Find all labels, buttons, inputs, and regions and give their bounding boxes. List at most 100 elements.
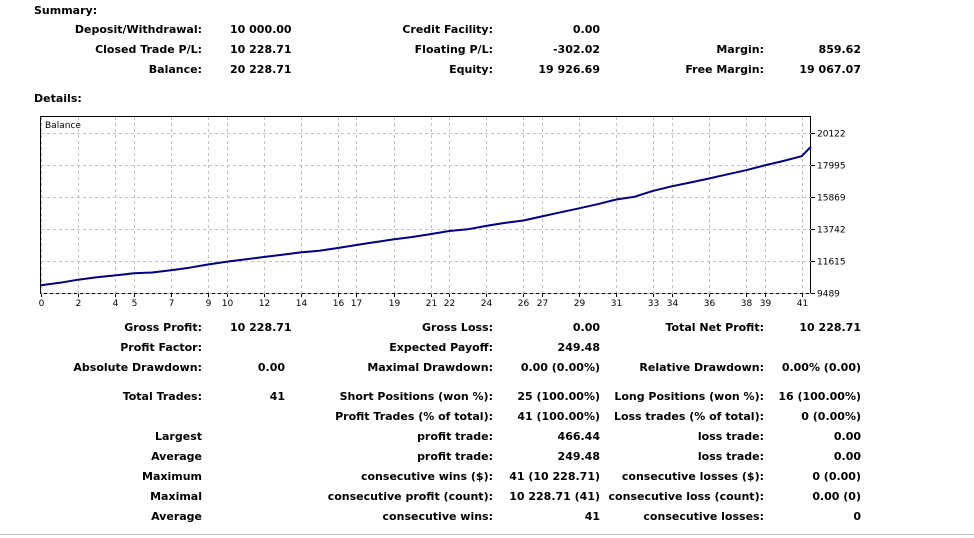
- x-tick-label: 31: [611, 299, 622, 309]
- y-tick-label: 17995: [817, 162, 846, 172]
- total-trades-value: 41: [269, 390, 285, 403]
- long-positions-value: 16 (100.00%): [778, 390, 861, 403]
- absolute-drawdown-value: 0.00: [257, 361, 285, 374]
- deposit-label: Deposit/Withdrawal:: [74, 23, 202, 36]
- x-tick-label: 10: [222, 299, 234, 309]
- x-tick-label: 7: [169, 299, 175, 309]
- gross-profit-label: Gross Profit:: [124, 321, 202, 334]
- credit-value: 0.00: [572, 23, 600, 36]
- credit-label: Credit Facility:: [402, 23, 493, 36]
- maximal-consecutive-profit-value: 10 228.71 (41): [509, 490, 600, 503]
- x-tick-label: 5: [132, 299, 138, 309]
- balance-series-line: [40, 145, 812, 287]
- max-consecutive-wins-value: 41 (10 228.71): [509, 470, 600, 483]
- free-margin-label: Free Margin:: [685, 63, 764, 76]
- gross-loss-value: 0.00: [572, 321, 600, 334]
- total-net-profit-value: 10 228.71: [799, 321, 861, 334]
- maximal-consecutive-loss-label: consecutive loss (count):: [608, 490, 764, 503]
- x-tick-label: 27: [537, 299, 548, 309]
- balance-chart: [40, 116, 811, 294]
- x-tick-label: 24: [481, 299, 493, 309]
- relative-drawdown-value: 0.00% (0.00): [781, 361, 861, 374]
- x-tick-label: 2: [76, 299, 82, 309]
- max-consecutive-losses-value: 0 (0.00): [812, 470, 861, 483]
- largest-loss-value: 0.00: [833, 430, 861, 443]
- summary-heading: Summary:: [34, 4, 98, 17]
- average-profit-value: 249.48: [557, 450, 600, 463]
- maximal-consecutive-profit-label: consecutive profit (count):: [327, 490, 493, 503]
- avg-consecutive-losses-value: 0: [853, 510, 861, 523]
- gross-loss-label: Gross Loss:: [422, 321, 493, 334]
- y-tick-label: 15869: [817, 194, 846, 204]
- x-tick-label: 38: [741, 299, 753, 309]
- x-tick-label: 41: [797, 299, 808, 309]
- x-tick-label: 16: [333, 299, 345, 309]
- x-tick-label: 19: [389, 299, 401, 309]
- free-margin-value: 19 067.07: [799, 63, 861, 76]
- x-tick-label: 4: [113, 299, 119, 309]
- avg-consecutive-wins-value: 41: [584, 510, 600, 523]
- y-tick-label: 13742: [817, 226, 846, 236]
- largest-profit-label: profit trade:: [417, 430, 493, 443]
- maximal-consecutive-loss-value: 0.00 (0): [812, 490, 861, 503]
- total-net-profit-label: Total Net Profit:: [665, 321, 765, 334]
- largest-label: Largest: [155, 430, 202, 443]
- closed-pl-label: Closed Trade P/L:: [95, 43, 202, 56]
- floating-label: Floating P/L:: [414, 43, 493, 56]
- x-tick-label: 39: [760, 299, 772, 309]
- x-tick-label: 29: [574, 299, 586, 309]
- margin-value: 859.62: [818, 43, 861, 56]
- average-loss-label: loss trade:: [697, 450, 764, 463]
- avg-consecutive-losses-label: consecutive losses:: [643, 510, 764, 523]
- details-heading: Details:: [34, 92, 82, 105]
- chart-title: Balance: [45, 121, 81, 131]
- average-profit-label: profit trade:: [417, 450, 493, 463]
- largest-loss-label: loss trade:: [697, 430, 764, 443]
- y-tick-label: 11615: [817, 258, 846, 268]
- x-tick-label: 34: [667, 299, 679, 309]
- x-tick-label: 26: [518, 299, 530, 309]
- total-trades-label: Total Trades:: [122, 390, 202, 403]
- average-loss-value: 0.00: [833, 450, 861, 463]
- max-consecutive-wins-label: consecutive wins ($):: [360, 470, 493, 483]
- x-tick-label: 12: [259, 299, 270, 309]
- profit-factor-label: Profit Factor:: [120, 341, 202, 354]
- x-tick-label: 22: [444, 299, 455, 309]
- y-tick-label: 20122: [817, 130, 846, 140]
- short-positions-label: Short Positions (won %):: [339, 390, 493, 403]
- short-positions-value: 25 (100.00%): [517, 390, 600, 403]
- floating-value: -302.02: [552, 43, 600, 56]
- equity-label: Equity:: [449, 63, 493, 76]
- largest-profit-value: 466.44: [557, 430, 600, 443]
- max-consecutive-losses-label: consecutive losses ($):: [621, 470, 764, 483]
- expected-payoff-label: Expected Payoff:: [389, 341, 493, 354]
- x-tick-label: 14: [296, 299, 308, 309]
- relative-drawdown-label: Relative Drawdown:: [639, 361, 764, 374]
- gross-profit-value: 10 228.71: [230, 321, 292, 334]
- balance-chart-svg: 0 2 4 5 7 9 10 12 14 16 17 19 21 22 24 26 27 29 31 33 34 36 38…: [39, 117, 846, 309]
- expected-payoff-value: 249.48: [557, 341, 600, 354]
- maximal-drawdown-label: Maximal Drawdown:: [367, 361, 493, 374]
- average-label: Average: [151, 450, 202, 463]
- profit-trades-label: Profit Trades (% of total):: [335, 410, 493, 423]
- equity-value: 19 926.69: [538, 63, 600, 76]
- balance-value: 20 228.71: [230, 63, 292, 76]
- maximum-label: Maximum: [142, 470, 202, 483]
- x-tick-label: 33: [648, 299, 659, 309]
- x-tick-label: 9: [206, 299, 212, 309]
- loss-trades-value: 0 (0.00%): [801, 410, 861, 423]
- avg-consecutive-wins-label: consecutive wins:: [382, 510, 493, 523]
- closed-pl-value: 10 228.71: [230, 43, 292, 56]
- margin-label: Margin:: [716, 43, 764, 56]
- balance-label: Balance:: [148, 63, 202, 76]
- maximal-drawdown-value: 0.00 (0.00%): [520, 361, 600, 374]
- loss-trades-label: Loss trades (% of total):: [613, 410, 764, 423]
- x-tick-label: 36: [704, 299, 716, 309]
- profit-trades-value: 41 (100.00%): [517, 410, 600, 423]
- long-positions-label: Long Positions (won %):: [614, 390, 764, 403]
- bottom-divider: [0, 534, 974, 535]
- average-consecutive-label: Average: [151, 510, 202, 523]
- deposit-value: 10 000.00: [230, 23, 292, 36]
- x-tick-label: 0: [39, 299, 45, 309]
- x-tick-label: 17: [351, 299, 362, 309]
